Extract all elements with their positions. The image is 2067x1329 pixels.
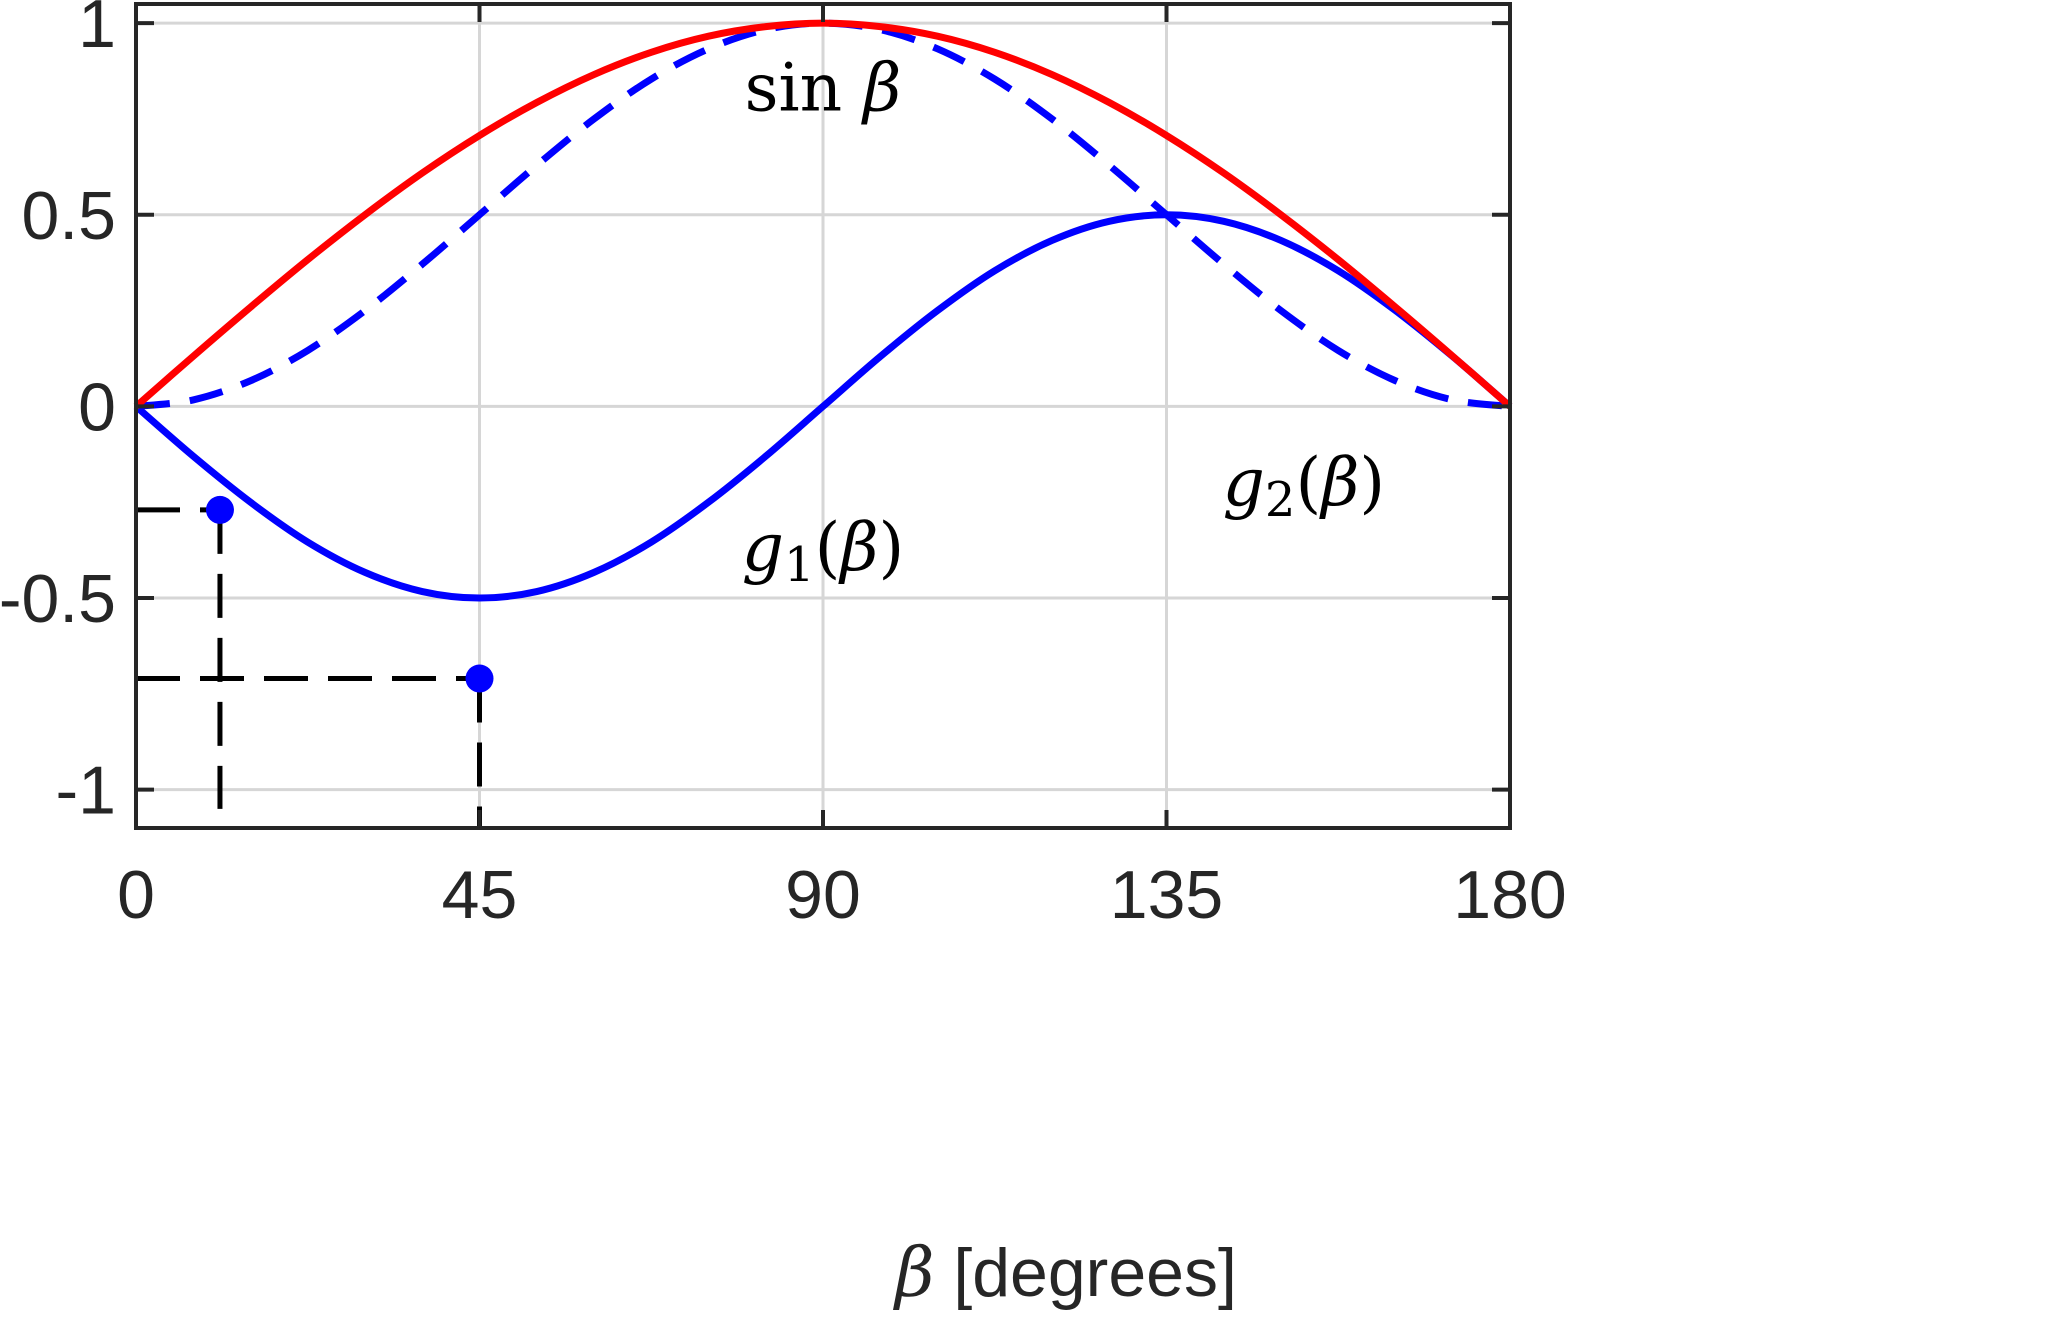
curve-label-g1-base: g [742, 509, 784, 586]
series-line-g1-beta [133, 211, 1513, 602]
data-point-marker [465, 664, 494, 693]
data-point-marker [205, 495, 234, 524]
x-axis-label: β [degrees] [892, 1234, 1237, 1313]
y-tick-label: 1 [78, 0, 116, 62]
x-tick-label: 45 [442, 857, 518, 933]
curve-label-sin-symbol: β [860, 49, 901, 126]
curve-label-g1-sub: 1 [784, 537, 815, 593]
y-tick-label: -1 [56, 753, 116, 829]
x-tick-label: 135 [1110, 857, 1223, 933]
y-tick-label: 0.5 [21, 178, 116, 254]
y-tick-label: 0 [78, 369, 116, 445]
series-line-sin-beta [133, 19, 1513, 410]
curve-label-g2-base: g [1223, 444, 1265, 521]
axis-ticks [134, 4, 1512, 828]
series-layer [133, 19, 1513, 602]
x-tick-label: 180 [1453, 857, 1566, 933]
x-tick-label: 0 [117, 857, 155, 933]
curve-label-g2-sub: 2 [1265, 472, 1296, 528]
series-line-g2-beta [135, 19, 1511, 410]
y-tick-label: -0.5 [0, 561, 116, 637]
tick-labels: 0 45 90 135 180 -1 -0.5 0 0.5 1 [0, 0, 1567, 933]
x-axis-label-text: [degrees] [934, 1235, 1236, 1311]
curve-label-sin-fn: sin [745, 49, 843, 126]
curve-label-g2: g2(β) [1223, 444, 1385, 528]
curve-label-sin-beta: sin β [745, 49, 902, 126]
curve-label-g1-symbol: β [837, 509, 878, 586]
x-tick-label: 90 [785, 857, 861, 933]
x-axis-label-symbol: β [892, 1234, 934, 1313]
markers-layer [205, 495, 494, 693]
curve-label-g1: g1(β) [742, 509, 904, 593]
curve-label-g2-symbol: β [1318, 444, 1359, 521]
